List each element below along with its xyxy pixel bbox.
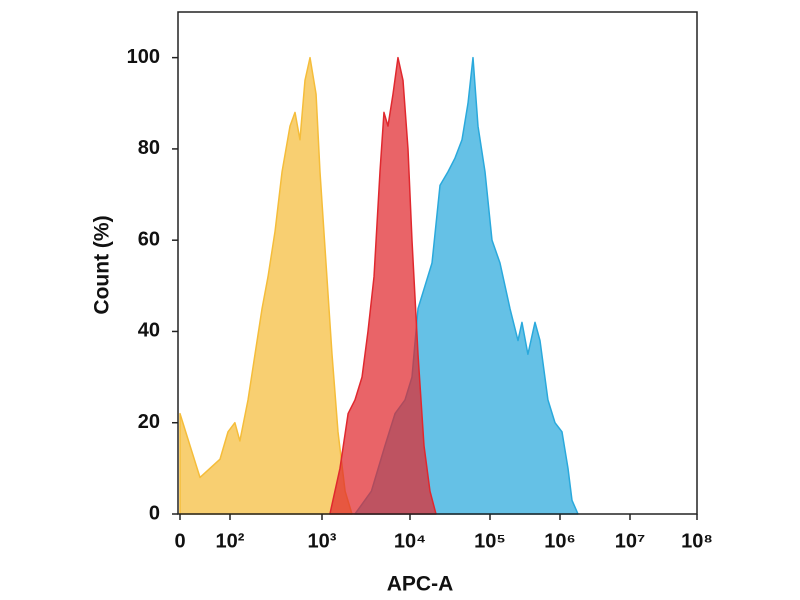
y-tick-label: 60 — [138, 228, 160, 250]
histogram-area — [329, 56, 437, 515]
histogram-area — [179, 56, 353, 515]
x-axis-title: APC-A — [387, 573, 454, 596]
x-tick-label: 10⁶ — [544, 530, 575, 552]
y-axis-title: Count (%) — [91, 215, 114, 314]
y-tick-label: 100 — [127, 46, 160, 68]
y-tick-label: 40 — [138, 320, 160, 342]
x-tick-label: 10⁵ — [474, 530, 506, 552]
x-tick-label: 10⁴ — [394, 530, 426, 552]
x-tick-label: 10² — [216, 530, 245, 552]
x-tick-label: 10⁸ — [681, 530, 713, 552]
y-tick-label: 0 — [149, 502, 160, 524]
x-tick-label: 0 — [174, 530, 185, 552]
x-tick-label: 10³ — [308, 530, 337, 552]
y-tick-label: 20 — [138, 411, 160, 433]
x-tick-label: 10⁷ — [615, 530, 646, 552]
y-tick-label: 80 — [138, 137, 160, 159]
plot-frame — [177, 11, 698, 515]
